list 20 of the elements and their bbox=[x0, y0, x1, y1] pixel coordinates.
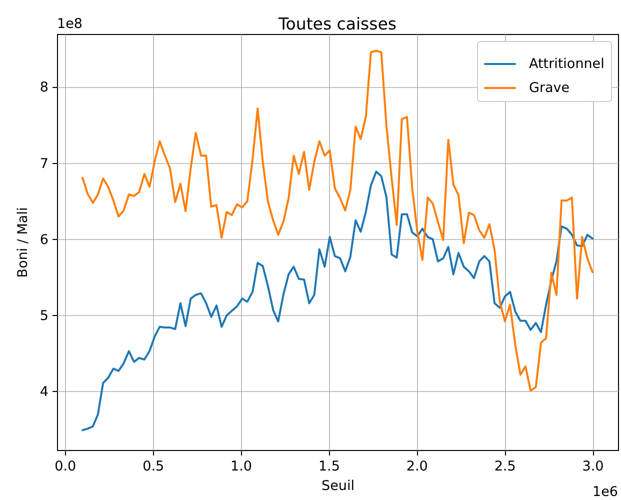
y-tick-label: 5 bbox=[40, 308, 48, 324]
x-tick-label: 1.5 bbox=[318, 458, 340, 474]
x-tick-label: 0.5 bbox=[142, 458, 164, 474]
x-tick-label: 0.0 bbox=[54, 458, 76, 474]
x-axis-title: Seuil bbox=[322, 478, 354, 494]
y-tick-label: 7 bbox=[40, 156, 48, 172]
y-tick-label: 6 bbox=[40, 232, 48, 248]
text: 1e6 bbox=[592, 484, 618, 500]
x-tick-label: 2.5 bbox=[494, 458, 516, 474]
x-tick-label: 3.0 bbox=[582, 458, 604, 474]
x-tick-label: 2.0 bbox=[406, 458, 428, 474]
y-tick-label: 8 bbox=[40, 80, 48, 96]
x-tick-label: 1.0 bbox=[230, 458, 252, 474]
legend-label: Attritionnel bbox=[529, 56, 604, 72]
y-tick-label: 4 bbox=[40, 384, 48, 400]
line-series bbox=[82, 170, 594, 432]
text: 1e8 bbox=[57, 16, 82, 32]
y-axis-title: Boni / Mali bbox=[14, 207, 31, 278]
legend-label: Grave bbox=[529, 80, 570, 96]
chart-title: Toutes caisses bbox=[278, 14, 396, 34]
